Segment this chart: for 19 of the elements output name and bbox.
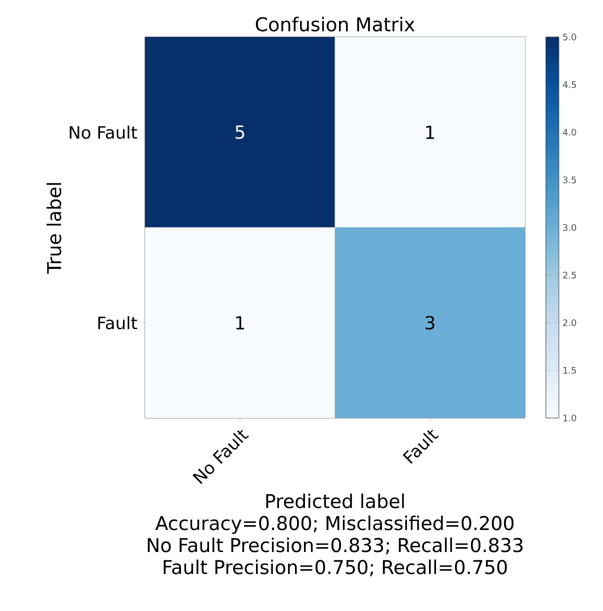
- text: Fault Precision=0.750; Recall=0.750: [164, 560, 507, 576]
- data-label: 1: [426, 126, 434, 139]
- color-bar-label: 5.0: [563, 34, 576, 40]
- color-bar-label: 1.0: [563, 414, 576, 422]
- color-bar-label: 2.0: [563, 319, 576, 326]
- color-bar-label: 3.0: [563, 224, 576, 231]
- y-axis-title: True label: [46, 183, 62, 274]
- data-label: 3: [426, 316, 434, 330]
- chart-title: Confusion Matrix: [256, 16, 415, 32]
- color-bar-label: 4.5: [562, 81, 576, 88]
- text: Accuracy=0.800; Misclassified=0.200: [155, 516, 514, 534]
- color-bar-label: 1.5: [563, 367, 576, 374]
- data-label: 5: [236, 126, 244, 139]
- text: No Fault Precision=0.833; Recall=0.833: [148, 538, 523, 554]
- data-label: 1: [236, 316, 244, 330]
- color-bar-label: 2.5: [563, 272, 576, 279]
- x-axis-title: Predicted label: [266, 494, 404, 508]
- color-bar-label: 3.5: [563, 176, 576, 184]
- color-bar-label: 4.0: [562, 128, 576, 136]
